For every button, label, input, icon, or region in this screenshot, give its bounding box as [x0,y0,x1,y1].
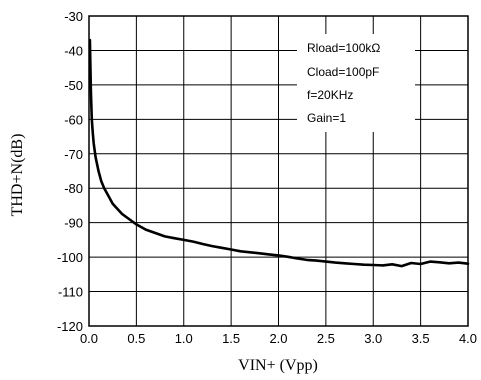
x-axis-label: VIN+ (Vpp) [238,357,318,374]
plot-frame [88,15,469,327]
y-tick-label: -30 [64,9,83,24]
y-tick-label: -90 [64,216,83,231]
annotation-frequency: f=20KHz [307,88,353,102]
y-tick-label: -60 [64,112,83,127]
y-tick-label: -70 [64,147,83,162]
y-tick-label: -100 [57,250,83,265]
series-line-0 [88,38,470,268]
x-tick-label: 0.5 [127,331,145,346]
y-tick-label: -110 [58,285,83,300]
annotation-rload: Rload=100kΩ [307,41,380,55]
y-tick-label: -50 [64,78,83,93]
x-tick-label: 2.5 [317,331,335,346]
x-tick-label: 1.5 [222,331,240,346]
plot-border [88,15,469,327]
x-tick-label: 3.0 [364,331,382,346]
x-tick-label: 2.0 [269,331,287,346]
tick-labels: 0.0 0.5 1.0 1.5 2.0 2.5 3.0 3.5 4.0 -30 -40 -50 -60 -… [57,9,477,346]
annotation-cload: Cload=100pF [307,65,379,79]
y-tick-label: -40 [64,43,83,58]
annotation-background [297,34,415,132]
annotation-gain: Gain=1 [307,111,346,125]
x-tick-label: 4.0 [459,331,477,346]
y-axis-label: THD+N(dB) [9,134,26,217]
y-tick-label: -80 [64,181,83,196]
series [88,38,470,268]
x-tick-label: 0.0 [80,331,98,346]
annotation-box: Rload=100kΩ Cload=100pF f=20KHz Gain=1 [297,34,415,132]
x-tick-label: 3.5 [412,331,430,346]
x-tick-label: 1.0 [175,331,193,346]
y-tick-label: -120 [57,319,83,334]
